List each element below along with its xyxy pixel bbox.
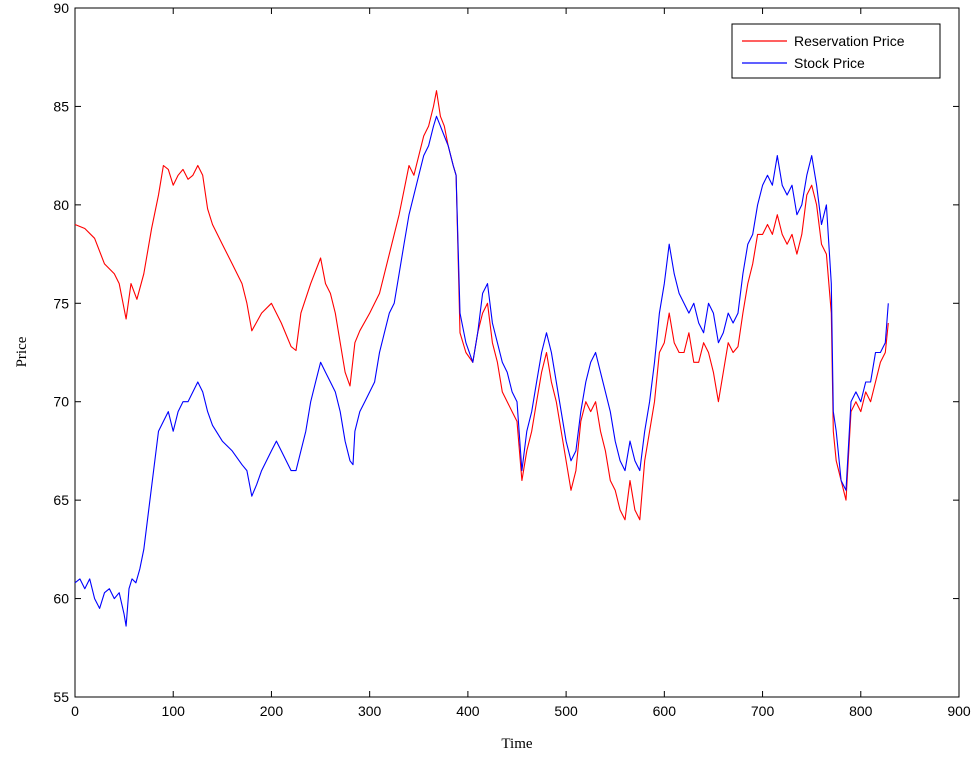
y-tick-label: 60 bbox=[53, 591, 69, 607]
plot-area bbox=[74, 7, 960, 698]
x-tick-label: 0 bbox=[71, 703, 79, 719]
y-tick-label: 75 bbox=[53, 295, 69, 311]
y-axis-title: Price bbox=[14, 336, 30, 367]
y-tick-label: 55 bbox=[53, 689, 69, 705]
y-tick-label: 70 bbox=[53, 394, 69, 410]
x-axis-ticks: 0 100 200 300 400 500 600 700 800 900 bbox=[71, 8, 971, 719]
x-tick-label: 900 bbox=[947, 703, 971, 719]
y-tick-label: 85 bbox=[53, 98, 69, 114]
y-tick-label: 80 bbox=[53, 197, 69, 213]
x-tick-label: 700 bbox=[751, 703, 775, 719]
series-line-stock-price bbox=[74, 115, 889, 627]
y-axis-ticks: 55 60 65 70 75 80 85 90 bbox=[53, 0, 959, 705]
y-tick-label: 65 bbox=[53, 492, 69, 508]
series-line-reservation-price bbox=[74, 90, 889, 521]
x-tick-label: 600 bbox=[653, 703, 677, 719]
x-tick-label: 400 bbox=[456, 703, 480, 719]
legend-box bbox=[731, 23, 941, 79]
legend: Reservation Price Stock Price bbox=[731, 23, 941, 79]
series-layer bbox=[74, 90, 889, 627]
x-axis-title: Time bbox=[501, 736, 532, 752]
x-tick-label: 100 bbox=[162, 703, 186, 719]
legend-label-reservation-price: Reservation Price bbox=[794, 33, 905, 49]
legend-label-stock-price: Stock Price bbox=[794, 55, 865, 71]
x-tick-label: 200 bbox=[260, 703, 284, 719]
x-tick-label: 500 bbox=[554, 703, 578, 719]
y-tick-label: 90 bbox=[53, 0, 69, 16]
x-tick-label: 800 bbox=[849, 703, 873, 719]
x-tick-label: 300 bbox=[358, 703, 382, 719]
